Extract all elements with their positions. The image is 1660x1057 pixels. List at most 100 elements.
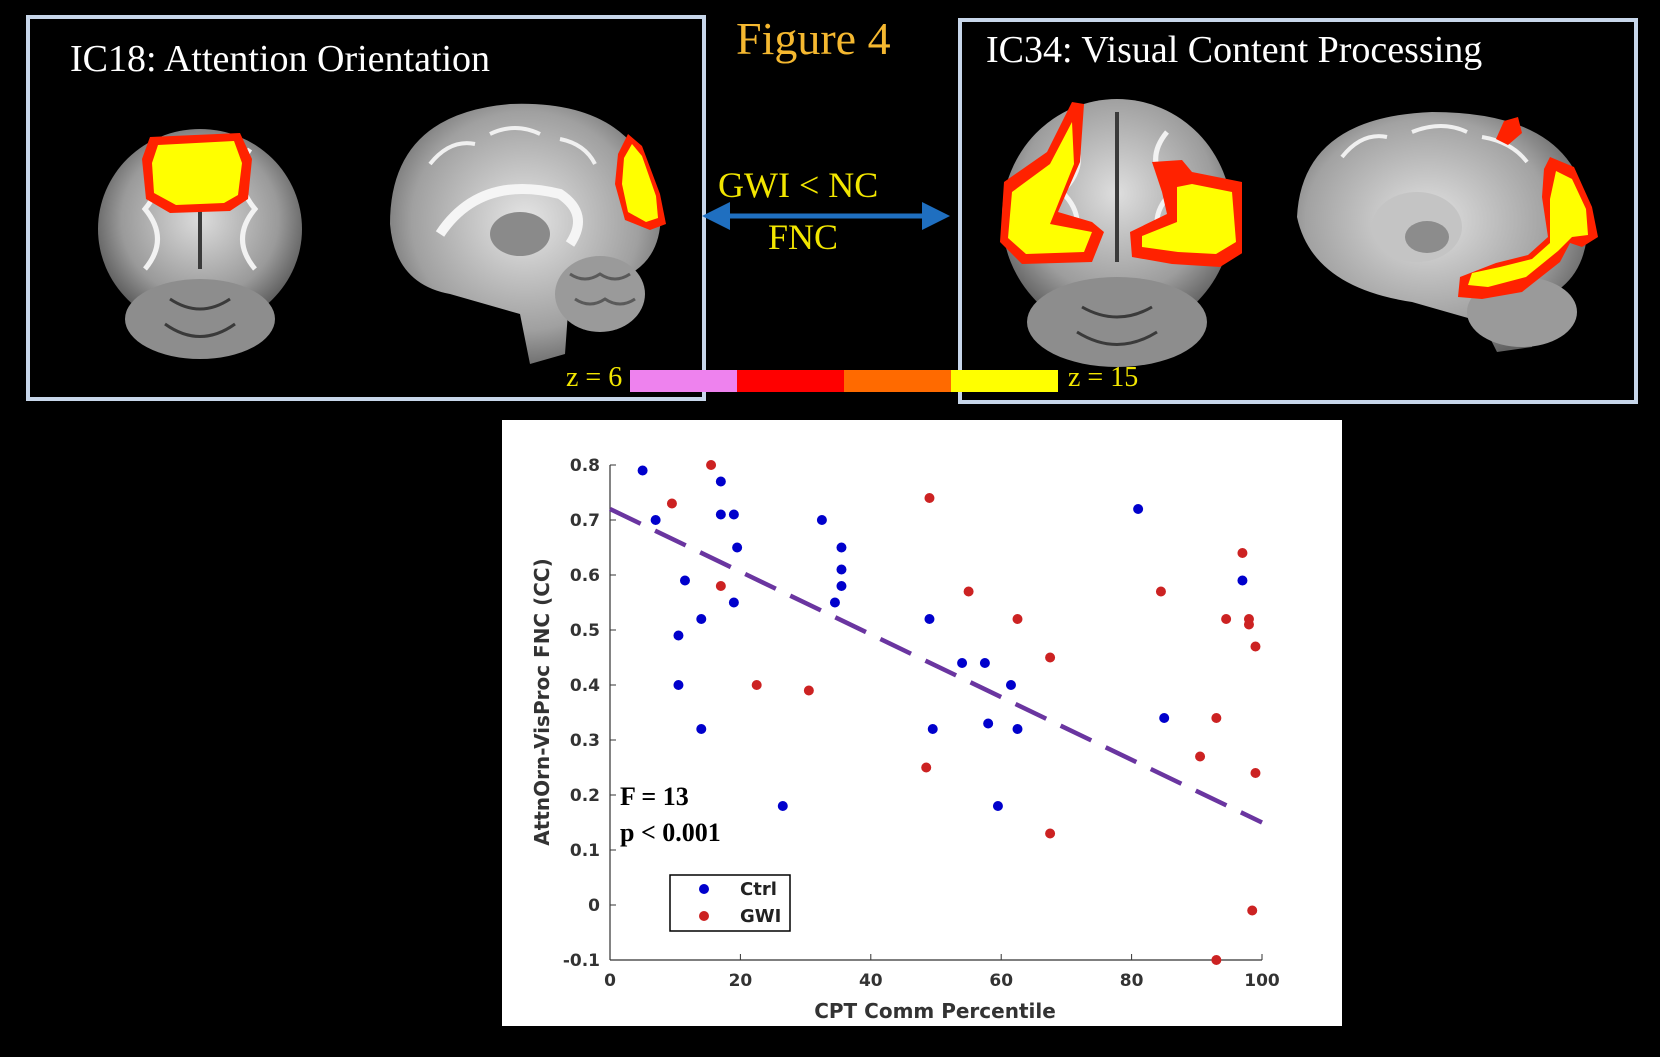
data-point-ctrl [1237,575,1248,586]
data-point-gwi [924,493,935,503]
data-point-ctrl [1005,680,1016,690]
chart-legend: Ctrl GWI [669,874,791,932]
data-point-ctrl [696,724,707,734]
panel-attention-orientation: IC18: Attention Orientation [26,15,706,401]
legend-marker-ctrl [699,884,709,894]
data-point-ctrl [957,658,968,668]
colorbar-segment-orange [844,370,951,392]
y-tick-label: 0.2 [570,786,600,806]
legend-label-ctrl: Ctrl [740,879,777,900]
data-point-gwi [666,498,677,509]
data-point-gwi [1250,768,1261,778]
data-point-gwi [1045,652,1056,663]
y-axis-title: AttnOrn-VisProc FNC (CC) [530,558,554,845]
scatter-plot-panel: 0 20 40 60 80 100 -0.1 0 0.1 0.2 0.3 0.4 0.5 0.6 0.7 0.… [502,420,1342,1026]
colorbar-segment-yellow [951,370,1058,392]
stat-f-value: F = 13 [620,782,689,811]
sagittal-brain-slice-left [390,103,666,364]
data-point-ctrl [728,597,739,608]
data-point-ctrl [979,658,990,668]
data-point-ctrl [715,476,726,487]
stat-p-value: p < 0.001 [620,818,721,847]
data-point-ctrl [650,515,661,525]
data-point-ctrl [715,509,726,520]
x-tick-label: 20 [729,971,753,991]
coronal-brain-slice-right [1000,99,1242,367]
axes: 0 20 40 60 80 100-0.100.10.20.30.40.50.60.70.… [563,456,1280,991]
data-point-ctrl [728,509,739,520]
data-point-gwi [963,586,974,597]
legend-label-gwi: GWI [740,906,781,927]
data-point-ctrl [836,564,847,575]
data-point-gwi [1211,713,1222,723]
data-point-ctrl [673,630,684,641]
data-point-gwi [803,685,814,696]
y-tick-label: 0 [588,896,600,916]
data-point-gwi [1243,619,1254,630]
colorbar [630,370,1058,392]
data-point-gwi [1237,548,1248,558]
colorbar-high-label: z = 15 [1068,362,1139,393]
y-tick-label: -0.1 [563,951,600,971]
colorbar-segment-pink [630,370,737,392]
fit-line [609,506,1263,825]
panel-title-right: IC34: Visual Content Processing [986,29,1483,71]
data-point-ctrl [1159,713,1170,723]
coronal-brain-slice-left [98,129,302,359]
x-tick-label: 100 [1244,971,1280,991]
data-point-ctrl [992,801,1003,811]
data-point-ctrl [829,597,840,608]
y-tick-label: 0.8 [570,456,600,476]
y-tick-label: 0.4 [570,676,600,696]
data-point-ctrl [924,614,935,624]
x-tick-label: 0 [604,971,616,991]
scatter-chart: 0 20 40 60 80 100-0.100.10.20.30.40.50.60.70.… [530,456,1280,1023]
double-arrow-icon [702,202,950,230]
x-tick-label: 40 [859,971,883,991]
data-point-gwi [706,460,717,470]
data-point-gwi [751,680,762,690]
panel-visual-content-processing: IC34: Visual Content Processing [958,18,1638,404]
data-point-gwi [1221,614,1232,624]
sagittal-brain-slice-right [1297,112,1598,352]
y-tick-label: 0.7 [570,511,600,531]
fnc-label: FNC [768,217,839,257]
data-point-ctrl [1133,504,1144,514]
data-point-gwi [1012,614,1023,624]
figure-title: Figure 4 [736,13,891,64]
data-point-gwi [1195,751,1206,762]
x-axis-title: CPT Comm Percentile [814,999,1056,1023]
x-tick-label: 80 [1120,971,1144,991]
data-point-gwi [921,762,932,773]
y-tick-label: 0.3 [570,731,600,751]
y-tick-label: 0.5 [570,621,600,641]
data-point-ctrl [732,542,743,553]
data-point-gwi [1155,586,1166,597]
x-tick-label: 60 [989,971,1013,991]
data-point-gwi [1045,828,1056,839]
data-point-ctrl [836,542,847,553]
data-point-ctrl [696,614,707,624]
data-point-ctrl [637,465,648,476]
data-point-ctrl [927,724,938,734]
data-point-ctrl [983,718,994,729]
regression-fit-line [609,506,1263,825]
data-point-ctrl [679,575,690,586]
comparison-label: GWI < NC [718,165,879,205]
y-tick-label: 0.6 [570,566,600,586]
colorbar-segment-red [737,370,844,392]
data-point-gwi [715,581,726,591]
data-points [637,460,1261,965]
data-point-gwi [1250,641,1261,652]
legend-marker-gwi [699,911,709,921]
data-point-ctrl [816,515,827,525]
data-point-ctrl [1012,724,1023,734]
data-point-gwi [1211,955,1222,965]
panel-title-left: IC18: Attention Orientation [70,38,491,80]
data-point-ctrl [836,581,847,591]
colorbar-low-label: z = 6 [566,362,623,393]
data-point-ctrl [673,680,684,690]
y-tick-label: 0.1 [570,841,600,861]
data-point-ctrl [777,801,788,811]
data-point-gwi [1247,905,1258,916]
